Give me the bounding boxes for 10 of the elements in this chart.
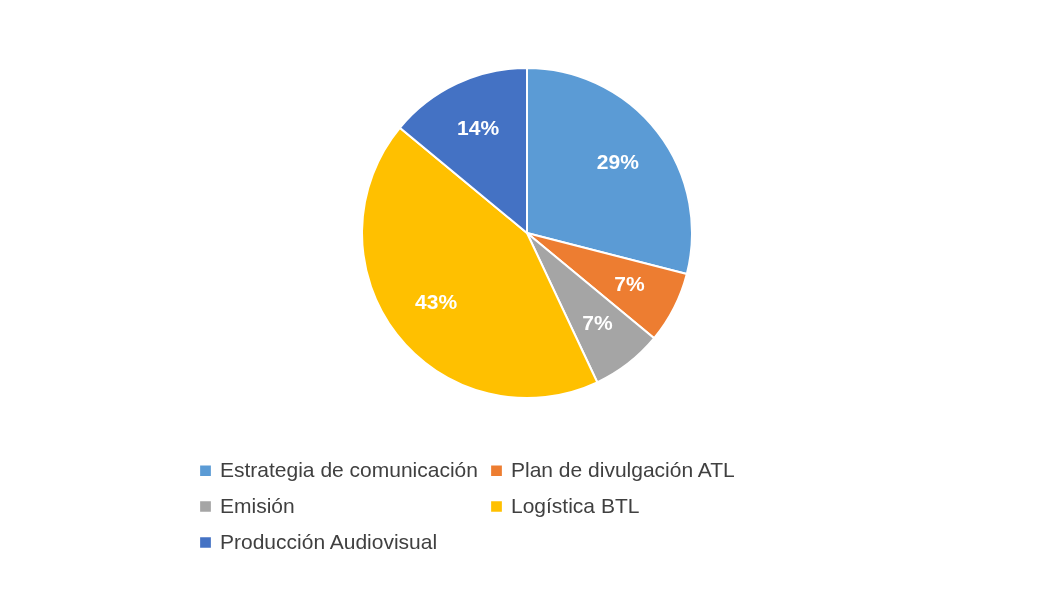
data-label: 43% <box>415 290 458 314</box>
data-label: 7% <box>614 272 645 296</box>
legend-label: Producción Audiovisual <box>220 529 438 553</box>
legend-label: Plan de divulgación ATL <box>511 457 735 481</box>
legend-label: Emisión <box>220 493 295 517</box>
data-label: 14% <box>457 115 500 139</box>
data-label: 29% <box>596 149 640 173</box>
legend-label: Logística BTL <box>511 493 640 517</box>
data-label: 7% <box>582 310 613 334</box>
legend-label: Estrategia de comunicación <box>220 457 478 481</box>
